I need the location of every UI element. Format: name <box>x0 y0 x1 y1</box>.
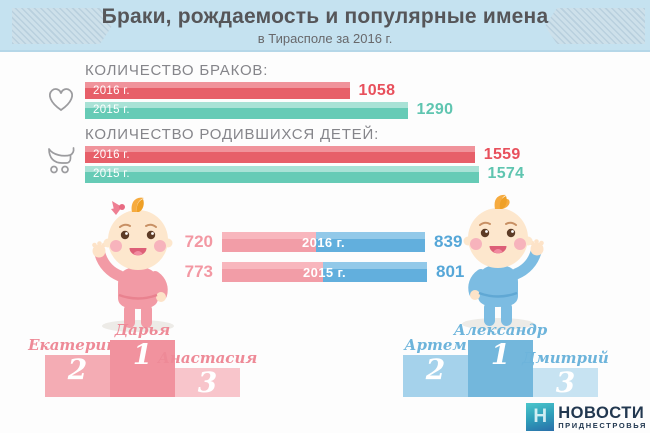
gender-bar-2015: 2015 г. <box>222 262 427 282</box>
bar-year-label: 2016 г. <box>93 84 130 97</box>
marriages-bar-2016: 2016 г. <box>85 82 350 99</box>
bar-year-label: 2015 г. <box>93 168 130 180</box>
podium-step-first: Дарья 1 <box>110 321 175 397</box>
news-logo-icon: Н <box>526 403 555 431</box>
births-value-2016: 1559 <box>483 145 521 163</box>
podium-rank: 2 <box>67 353 88 386</box>
page-subtitle: в Тирасполе за 2016 г. <box>257 31 393 46</box>
bar-year-label: 2016 г. <box>93 148 130 161</box>
girls-count-2015: 773 <box>184 262 213 281</box>
podium-rank: 3 <box>555 366 576 399</box>
logo-text: НОВОСТИ ПРИДНЕСТРОВЬЯ <box>558 403 647 430</box>
podium-name: Екатерина <box>28 336 127 354</box>
girls-name-podium: Екатерина 2 Дарья 1 Анастасия 3 <box>28 321 258 399</box>
girl-baby-illustration <box>92 197 174 332</box>
boys-bar-segment <box>315 232 426 252</box>
podium-name: Александр <box>453 321 548 339</box>
heart-icon <box>49 88 73 112</box>
podium-name: Дмитрий <box>522 349 609 367</box>
podium-rank: 2 <box>425 353 446 386</box>
marriages-bar-chart: 2016 г. 1058 2015 г. 1290 <box>85 82 485 121</box>
podium-step-first: Александр 1 <box>454 321 547 397</box>
podium-step-third: Анастасия 3 <box>158 349 258 399</box>
brand-subtitle: ПРИДНЕСТРОВЬЯ <box>558 421 647 430</box>
boys-count-2015: 801 <box>436 262 465 281</box>
boys-name-podium: Артем 2 Александр 1 Дмитрий 3 <box>403 321 609 399</box>
bar-row: 2015 г. 1574 <box>85 165 524 183</box>
bar-year-label: 2015 г. <box>302 264 347 280</box>
births-section-heading: КОЛИЧЕСТВО РОДИВШИХСЯ ДЕТЕЙ: <box>85 126 380 143</box>
podium-step-third: Дмитрий 3 <box>522 349 609 399</box>
births-value-2015: 1574 <box>487 165 525 182</box>
boys-count-2016: 839 <box>434 232 463 251</box>
podium-name: Анастасия <box>157 349 258 367</box>
podium-step-second: Артем 2 <box>403 336 468 397</box>
podium-name: Артем <box>404 336 467 354</box>
podium-name: Дарья <box>114 321 171 339</box>
marriages-bar-2015: 2015 г. <box>85 101 408 119</box>
girls-bar-segment <box>222 232 316 252</box>
podium-rank: 1 <box>132 338 153 371</box>
births-bar-2015: 2015 г. <box>85 165 479 183</box>
bar-year-label: 2015 г. <box>93 104 130 116</box>
boy-baby-illustration <box>462 194 544 330</box>
boys-bar-segment <box>322 262 427 282</box>
ribbon-right-decoration <box>545 8 645 44</box>
stroller-icon <box>48 147 75 174</box>
gender-row-2015: 773 2015 г. 801 <box>158 262 464 282</box>
brand-name: НОВОСТИ <box>558 403 645 422</box>
page-title: Браки, рождаемость и популярные имена <box>101 5 549 28</box>
bar-row: 2016 г. 1058 <box>85 82 485 99</box>
ribbon-left-decoration <box>12 8 112 44</box>
podium-step-second: Екатерина 2 <box>28 336 127 397</box>
girls-count-2016: 720 <box>184 232 213 251</box>
births-bar-2016: 2016 г. <box>85 146 475 163</box>
marriages-value-2016: 1058 <box>358 81 396 99</box>
births-bar-chart: 2016 г. 1559 2015 г. 1574 <box>85 146 524 185</box>
bar-year-label: 2016 г. <box>301 234 346 250</box>
marriages-section-heading: КОЛИЧЕСТВО БРАКОВ: <box>85 62 269 79</box>
podium-rank: 1 <box>490 338 511 371</box>
header-banner: Браки, рождаемость и популярные имена в … <box>0 0 650 52</box>
gender-bar-2016: 2016 г. <box>222 232 426 252</box>
news-logo: Н НОВОСТИ ПРИДНЕСТРОВЬЯ <box>526 403 647 431</box>
podium-rank: 3 <box>197 366 218 399</box>
logo-letter: Н <box>533 406 548 427</box>
marriages-value-2015: 1290 <box>416 101 454 118</box>
bar-row: 2016 г. 1559 <box>85 146 520 163</box>
gender-row-2016: 720 2016 г. 839 <box>158 232 462 252</box>
girls-bar-segment <box>222 262 323 282</box>
bar-row: 2015 г. 1290 <box>85 101 485 119</box>
